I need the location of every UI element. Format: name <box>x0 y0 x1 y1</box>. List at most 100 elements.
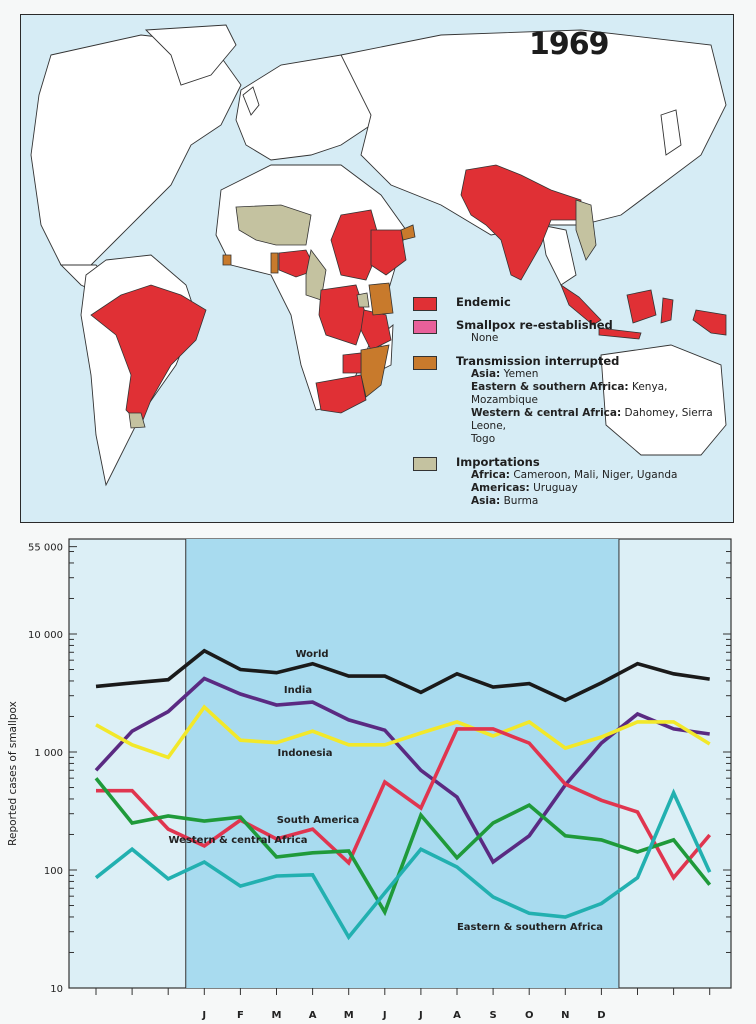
legend-swatch <box>413 457 437 471</box>
legend-title: Smallpox re-established <box>456 318 613 332</box>
y-tick-label: 100 <box>44 866 63 877</box>
legend-title: Endemic <box>456 295 511 309</box>
legend-countries: Burma <box>500 495 539 507</box>
series-label: India <box>284 685 312 696</box>
region-dahomey-togo <box>270 252 279 274</box>
series-lines <box>94 648 712 941</box>
legend-item-reestablished: Smallpox re-established None <box>401 318 731 345</box>
asia <box>340 29 727 236</box>
y-tick-label: 1 000 <box>34 748 63 759</box>
legend-countries: Yemen <box>500 368 539 380</box>
map-panel: 1969 Endemic Smallpox re-established None T… <box>20 14 734 523</box>
x-tick-label: D <box>597 1010 605 1021</box>
series-labels: World India Indonesia South America Western … <box>168 649 603 933</box>
x-tick-label: N <box>561 1010 569 1021</box>
legend-region: Asia: <box>471 495 501 507</box>
x-tick-label: S <box>489 1010 496 1021</box>
legend-line: Asia: Burma <box>456 495 731 508</box>
legend-region: Americas: <box>471 482 530 494</box>
legend-title: Importations <box>456 455 540 469</box>
greenland <box>144 24 237 86</box>
series-line-eastern-southern-africa <box>94 788 712 941</box>
x-tick-label: A <box>309 1010 317 1021</box>
region-java <box>598 327 642 340</box>
japan <box>660 109 682 156</box>
region-kenya <box>368 282 394 316</box>
legend-line: Togo <box>456 433 731 446</box>
legend-countries: Kenya, Mozambique <box>471 381 668 406</box>
region-burma <box>575 199 597 261</box>
series-label: Western & central Africa <box>168 835 307 846</box>
legend-item-endemic: Endemic <box>401 295 731 311</box>
region-new-guinea <box>692 309 727 336</box>
series-label: Eastern & southern Africa <box>457 922 603 933</box>
map-legend: Endemic Smallpox re-established None Transm… <box>401 295 731 517</box>
region-congo <box>318 284 367 346</box>
britain <box>242 86 260 116</box>
series-label: South America <box>277 815 360 826</box>
legend-item-importations: Importations Africa: Cameroon, Mali, Nige… <box>401 455 731 508</box>
highlight-1969-background <box>185 539 619 988</box>
series-line-india <box>94 676 710 865</box>
australia <box>600 344 727 456</box>
region-mozambique <box>360 344 390 398</box>
legend-item-interrupted: Transmission interrupted Asia: Yemen Easte… <box>401 354 731 446</box>
region-cameroon <box>305 249 327 301</box>
legend-line: Western & central Africa: Dahomey, Sierr… <box>456 407 731 433</box>
legend-swatch <box>413 297 437 311</box>
legend-swatch <box>413 356 437 370</box>
region-mali-niger <box>235 204 312 246</box>
x-tick-label: J <box>201 1010 206 1021</box>
line-chart: 10 100 1 000 10 000 55 000 J F M A M J J A S O N D Worl… <box>7 538 732 1021</box>
region-ethiopia <box>370 229 407 276</box>
chart-panel: 10 100 1 000 10 000 55 000 J F M A M J J A S O N D Worl… <box>0 530 756 1024</box>
y-axis-title: Reported cases of smallpox <box>7 701 19 846</box>
x-tick-label: J <box>418 1010 423 1021</box>
x-tick-label: F <box>237 1010 244 1021</box>
region-south-asia <box>460 164 582 281</box>
legend-region: Africa: <box>471 469 510 481</box>
region-sulawesi <box>660 297 674 324</box>
legend-countries: Uruguay <box>529 482 578 494</box>
map-title: 1969 <box>529 27 609 62</box>
legend-line: Africa: Cameroon, Mali, Niger, Uganda <box>456 469 731 482</box>
legend-region: Eastern & southern Africa: <box>471 381 629 393</box>
europe <box>235 54 382 161</box>
region-uganda <box>356 292 370 308</box>
series-line-indonesia <box>95 704 711 760</box>
y-tick-label: 55 000 <box>28 543 63 554</box>
x-tick-label: M <box>272 1010 282 1021</box>
region-rhodesia <box>342 352 362 374</box>
region-uruguay <box>128 412 146 429</box>
x-tick-label: M <box>344 1010 354 1021</box>
region-south-africa <box>315 374 367 414</box>
legend-countries: Togo <box>471 433 496 445</box>
legend-line: Eastern & southern Africa: Kenya, Mozamb… <box>456 381 731 407</box>
legend-line: Americas: Uruguay <box>456 482 731 495</box>
series-line-south-america <box>96 727 712 881</box>
region-sumatra <box>560 283 602 326</box>
region-brazil <box>90 284 207 426</box>
region-borneo <box>626 289 657 324</box>
x-tick-label: O <box>525 1010 534 1021</box>
region-yemen <box>400 224 416 241</box>
legend-line: Asia: Yemen <box>456 368 731 381</box>
region-sudan <box>330 209 382 281</box>
legend-countries: None <box>471 332 499 344</box>
legend-countries: Cameroon, Mali, Niger, Uganda <box>509 469 678 481</box>
series-line-western-central-africa <box>94 777 712 917</box>
series-label: Indonesia <box>278 748 333 759</box>
legend-swatch <box>413 320 437 334</box>
legend-region: Asia: <box>471 368 501 380</box>
x-tick-label: J <box>382 1010 387 1021</box>
world-map <box>30 24 727 487</box>
legend-title: Transmission interrupted <box>456 354 620 368</box>
legend-countries: Dahomey, Sierra Leone, <box>471 407 713 432</box>
y-tick-label: 10 000 <box>28 630 63 641</box>
series-line-world <box>95 648 710 703</box>
y-axis: 10 100 1 000 10 000 55 000 <box>28 543 731 995</box>
legend-region: Western & central Africa: <box>471 407 622 419</box>
y-tick-label: 10 <box>50 984 63 995</box>
series-label: World <box>295 649 328 660</box>
